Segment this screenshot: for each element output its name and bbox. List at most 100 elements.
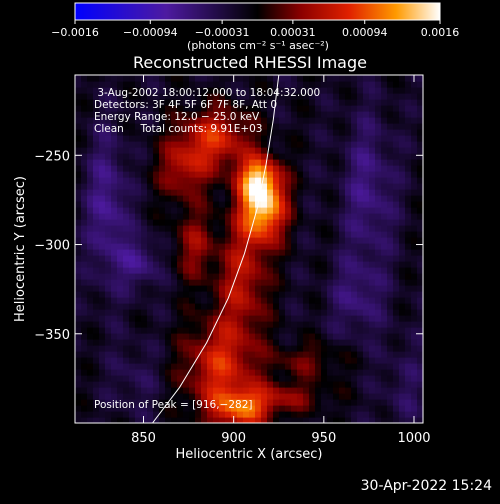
- image-pixel: [87, 135, 94, 142]
- image-pixel: [141, 135, 148, 142]
- image-pixel: [105, 285, 112, 292]
- image-pixel: [111, 339, 118, 346]
- image-pixel: [303, 81, 310, 88]
- image-pixel: [189, 243, 196, 250]
- image-pixel: [219, 375, 226, 382]
- image-pixel: [369, 399, 376, 406]
- image-pixel: [105, 411, 112, 418]
- image-pixel: [309, 123, 316, 130]
- image-pixel: [105, 201, 112, 208]
- image-pixel: [105, 129, 112, 136]
- image-pixel: [201, 177, 208, 184]
- image-pixel: [81, 375, 88, 382]
- image-pixel: [357, 231, 364, 238]
- image-pixel: [159, 141, 166, 148]
- image-pixel: [141, 357, 148, 364]
- image-pixel: [237, 129, 244, 136]
- image-pixel: [207, 291, 214, 298]
- image-pixel: [171, 333, 178, 340]
- image-pixel: [153, 189, 160, 196]
- image-pixel: [387, 207, 394, 214]
- image-pixel: [75, 399, 82, 406]
- image-pixel: [303, 297, 310, 304]
- image-pixel: [207, 213, 214, 220]
- image-pixel: [99, 327, 106, 334]
- image-pixel: [237, 219, 244, 226]
- image-pixel: [249, 399, 256, 406]
- image-pixel: [183, 255, 190, 262]
- image-pixel: [249, 159, 256, 166]
- image-pixel: [93, 213, 100, 220]
- image-pixel: [255, 267, 262, 274]
- image-pixel: [159, 273, 166, 280]
- image-pixel: [339, 213, 346, 220]
- image-pixel: [153, 333, 160, 340]
- image-pixel: [87, 273, 94, 280]
- image-pixel: [129, 165, 136, 172]
- image-pixel: [333, 135, 340, 142]
- image-pixel: [231, 171, 238, 178]
- image-pixel: [129, 147, 136, 154]
- image-pixel: [207, 93, 214, 100]
- image-pixel: [261, 201, 268, 208]
- image-pixel: [81, 81, 88, 88]
- image-pixel: [345, 387, 352, 394]
- image-pixel: [99, 369, 106, 376]
- image-pixel: [189, 327, 196, 334]
- image-pixel: [183, 315, 190, 322]
- image-pixel: [327, 381, 334, 388]
- image-pixel: [105, 243, 112, 250]
- image-pixel: [141, 321, 148, 328]
- image-pixel: [315, 213, 322, 220]
- image-pixel: [129, 405, 136, 412]
- image-pixel: [255, 417, 262, 423]
- image-pixel: [111, 297, 118, 304]
- image-pixel: [195, 141, 202, 148]
- image-pixel: [219, 315, 226, 322]
- image-pixel: [117, 261, 124, 268]
- image-pixel: [327, 399, 334, 406]
- image-pixel: [267, 165, 274, 172]
- image-pixel: [321, 141, 328, 148]
- image-pixel: [153, 255, 160, 262]
- image-pixel: [105, 321, 112, 328]
- image-pixel: [363, 303, 370, 310]
- image-pixel: [99, 315, 106, 322]
- image-pixel: [129, 141, 136, 148]
- image-pixel: [135, 87, 142, 94]
- image-pixel: [357, 207, 364, 214]
- x-tick-label: 1000: [397, 431, 430, 446]
- image-pixel: [195, 147, 202, 154]
- image-pixel: [381, 339, 388, 346]
- image-pixel: [99, 219, 106, 226]
- image-pixel: [351, 111, 358, 118]
- colorbar: [74, 2, 441, 21]
- image-pixel: [219, 345, 226, 352]
- image-pixel: [225, 351, 232, 358]
- image-pixel: [195, 387, 202, 394]
- image-pixel: [165, 237, 172, 244]
- image-pixel: [249, 393, 256, 400]
- image-pixel: [405, 327, 412, 334]
- image-pixel: [297, 393, 304, 400]
- image-pixel: [363, 399, 370, 406]
- image-pixel: [357, 177, 364, 184]
- image-pixel: [261, 219, 268, 226]
- image-pixel: [315, 303, 322, 310]
- image-pixel: [195, 183, 202, 190]
- image-pixel: [369, 357, 376, 364]
- image-pixel: [207, 75, 214, 82]
- image-pixel: [213, 147, 220, 154]
- image-pixel: [159, 315, 166, 322]
- image-pixel: [273, 195, 280, 202]
- image-pixel: [249, 87, 256, 94]
- image-pixel: [243, 273, 250, 280]
- image-pixel: [129, 333, 136, 340]
- image-pixel: [219, 417, 226, 423]
- image-pixel: [171, 141, 178, 148]
- image-pixel: [231, 219, 238, 226]
- image-pixel: [231, 369, 238, 376]
- image-pixel: [195, 267, 202, 274]
- image-pixel: [117, 357, 124, 364]
- image-pixel: [171, 177, 178, 184]
